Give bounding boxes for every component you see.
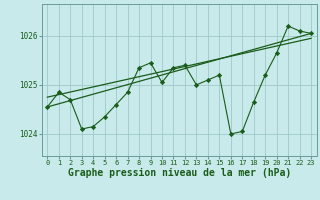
X-axis label: Graphe pression niveau de la mer (hPa): Graphe pression niveau de la mer (hPa) <box>68 168 291 178</box>
